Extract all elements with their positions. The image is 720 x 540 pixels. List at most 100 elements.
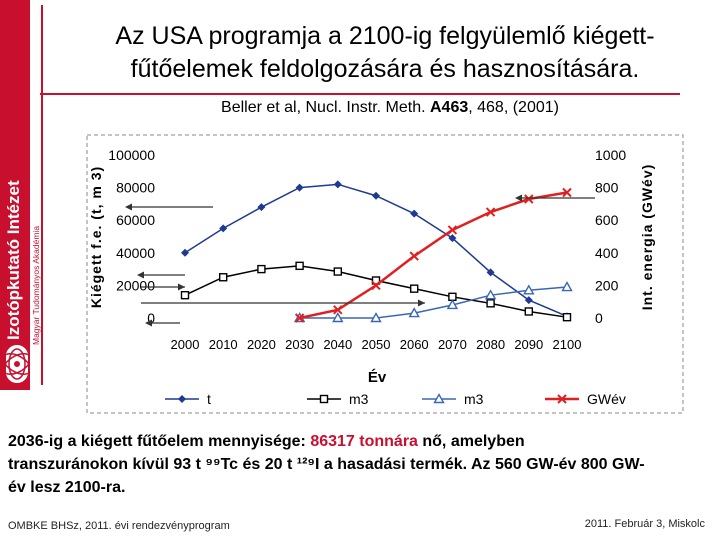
institute-name: Izotópkutató Intézet	[4, 180, 23, 340]
y-left-tick-label: 40000	[116, 245, 155, 261]
x-tick-label: 2070	[438, 337, 467, 352]
legend-label: GWév	[587, 391, 626, 407]
x-tick-label: 2040	[323, 337, 352, 352]
data-point	[524, 194, 534, 204]
data-point	[410, 209, 419, 218]
data-point	[218, 273, 228, 282]
summary-line-1-pre: 2036-ig a kiégett fűtőelem mennyisége:	[8, 433, 311, 450]
series-line	[184, 265, 568, 318]
x-tick-label: 2030	[285, 337, 314, 352]
data-point	[486, 299, 495, 308]
legend-label: t	[207, 391, 211, 407]
x-tick-label: 2050	[362, 337, 391, 352]
data-point	[333, 180, 342, 189]
series-line	[299, 191, 568, 320]
data-point	[370, 312, 382, 323]
data-point	[295, 183, 304, 192]
data-point	[333, 305, 343, 315]
y-left-tick-label: 20000	[116, 277, 155, 293]
data-point	[562, 312, 572, 322]
y-left-tick-label: 80000	[116, 180, 155, 196]
data-point	[371, 280, 381, 291]
legend-marker	[319, 394, 329, 404]
title-line-2: fűtőelemek feldolgozására és hasznosítás…	[130, 55, 640, 83]
y-right-tick-label: 1000	[595, 147, 626, 163]
y-left-tick-label: 100000	[108, 147, 155, 163]
annotation-arrowhead	[137, 271, 144, 279]
footer-event: OMBKE BHSz, 2011. évi rendezvényprogram	[8, 520, 230, 532]
annotation-arrowhead	[515, 194, 522, 202]
y-left-tick-label: 60000	[116, 212, 155, 228]
legend-label: m3	[349, 391, 369, 407]
data-point	[486, 268, 495, 277]
data-point	[294, 313, 305, 323]
x-tick-label: 2100	[553, 337, 582, 352]
x-tick-label: 2000	[171, 337, 200, 352]
atom-logo-icon	[6, 345, 28, 383]
annotation-arrowhead	[125, 203, 132, 211]
y-right-tick-label: 200	[595, 277, 619, 293]
annotation-arrowhead	[418, 299, 425, 307]
summary-text: 2036-ig a kiégett fűtőelem mennyisége: 8…	[8, 430, 714, 499]
y-right-axis-title: Int. energia (GWév)	[639, 164, 655, 311]
academy-name: Magyar Tudományos Akadémia	[31, 225, 41, 345]
line-chart: 0 20000 40000 60000 80000 100000 0 200 400 600 800…	[86, 134, 684, 414]
legend-marker	[433, 393, 445, 404]
y-right-tick-label: 0	[595, 310, 603, 326]
summary-highlight: 86317 tonnára	[310, 433, 418, 450]
data-point	[524, 307, 533, 316]
x-tick-label: 2020	[247, 337, 276, 352]
sidebar-red-band	[0, 0, 30, 390]
citation-authors: Beller et al, Nucl. Instr. Meth.	[221, 99, 430, 116]
data-point	[562, 187, 572, 198]
x-tick-label: 2080	[476, 337, 505, 352]
y-left-axis-title: Kiégett f.e. (t, m 3)	[88, 166, 104, 308]
y-right-tick-label: 800	[595, 180, 619, 196]
legend-label: m3	[464, 391, 484, 407]
data-point	[448, 234, 457, 243]
data-point	[409, 251, 419, 261]
annotation-arrowhead	[145, 319, 152, 327]
data-point	[524, 296, 533, 305]
data-point	[484, 289, 497, 300]
sidebar-banner: Izotópkutató Intézet Magyar Tudományos A…	[0, 0, 48, 390]
data-point	[447, 225, 458, 235]
citation: Beller et al, Nucl. Instr. Meth. A463, 4…	[100, 99, 680, 117]
data-point	[257, 203, 266, 212]
data-point	[219, 224, 228, 233]
citation-volume: A463	[429, 99, 469, 116]
summary-line-1-post: nő, amelyben	[417, 433, 525, 450]
data-point	[446, 299, 459, 310]
data-point	[523, 284, 535, 295]
legend-marker	[557, 394, 567, 404]
series-line	[299, 286, 568, 319]
data-point	[561, 281, 573, 292]
data-point	[257, 264, 266, 274]
title-divider	[40, 93, 680, 95]
y-right-tick-label: 400	[595, 245, 619, 261]
summary-line-2: transzuránokon kívül 93 t ⁹⁹Tc és 20 t ¹…	[8, 456, 645, 473]
legend-marker	[178, 395, 186, 403]
title-line-1: Az USA programja a 2100-ig felgyülemlő k…	[115, 22, 655, 50]
x-tick-label: 2010	[209, 337, 238, 352]
data-point	[333, 267, 343, 276]
data-point	[485, 207, 496, 217]
data-point	[372, 191, 380, 200]
x-axis-title: Év	[368, 369, 387, 386]
data-point	[180, 290, 190, 300]
series-line	[184, 183, 568, 318]
data-point	[410, 284, 419, 293]
page-title: Az USA programja a 2100-ig felgyülemlő k…	[60, 20, 710, 86]
summary-line-3: év lesz 2100-ra.	[8, 479, 126, 496]
data-point	[295, 261, 304, 271]
y-right-tick-label: 600	[595, 212, 619, 228]
citation-pages: , 468, (2001)	[468, 99, 559, 116]
data-point	[332, 312, 344, 323]
chart-border	[86, 134, 684, 414]
data-point	[181, 248, 189, 257]
footer-date: 2011. Február 3, Miskolc	[584, 518, 705, 530]
chart-container: 0 20000 40000 60000 80000 100000 0 200 400 600 800…	[85, 133, 685, 415]
institute-logo	[6, 345, 28, 383]
x-tick-label: 2090	[514, 337, 543, 352]
sidebar-red-line	[41, 5, 43, 385]
